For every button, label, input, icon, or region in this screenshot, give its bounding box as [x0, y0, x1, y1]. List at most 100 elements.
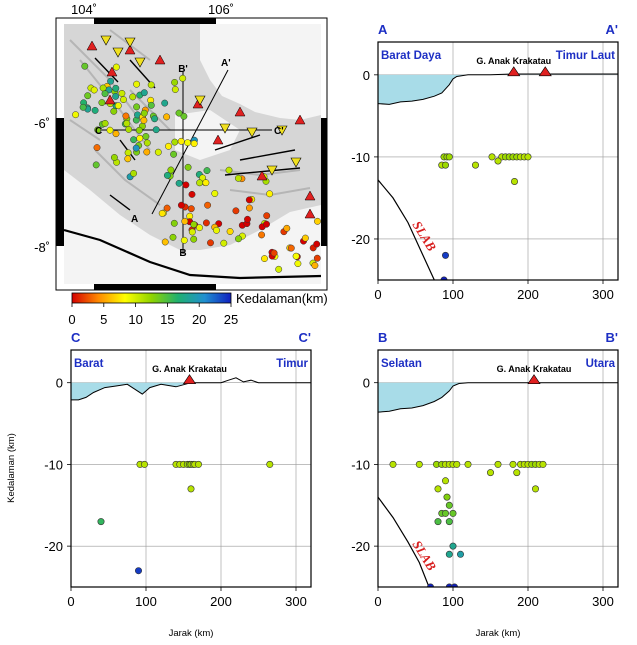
map-earthquake-dot	[140, 109, 148, 117]
map-earthquake-dot	[182, 181, 190, 189]
map-volcano-icon	[234, 106, 246, 117]
hypocenter-point	[441, 477, 449, 485]
map-earthquake-dot	[136, 134, 144, 142]
map-earthquake-dot	[190, 221, 198, 228]
map-earthquake-dot	[161, 99, 169, 107]
map-earthquake-dot	[130, 136, 138, 144]
map-earthquake-dot	[301, 234, 309, 242]
map-station-icon	[266, 165, 278, 176]
map-earthquake-dot	[143, 148, 151, 156]
map-earthquake-dot	[184, 163, 192, 171]
map-earthquake-dot	[140, 116, 148, 124]
map-earthquake-dot	[196, 179, 204, 187]
x-tick-label: 0	[374, 287, 381, 302]
map-earthquake-dot	[244, 215, 251, 223]
section-start-label: A	[378, 22, 388, 37]
map-earthquake-dot	[175, 179, 183, 187]
map-volcano-icon	[124, 44, 136, 55]
map-earthquake-dot	[177, 201, 185, 209]
map-earthquake-dot	[101, 119, 109, 127]
hypocenter-point	[434, 518, 442, 526]
map-earthquake-dot	[110, 154, 118, 161]
map-earthquake-dot	[266, 190, 274, 198]
map-volcanoes	[86, 35, 316, 219]
map-earthquake-dot	[147, 81, 155, 89]
x-tick-label: 200	[517, 594, 539, 609]
map-earthquake-dot	[135, 126, 143, 134]
map-earthquake-dot	[106, 126, 114, 134]
map-station-icon	[246, 127, 258, 138]
map-station-icon	[134, 57, 146, 68]
x-tick-label: 0	[374, 594, 381, 609]
hypocenter-point	[434, 485, 442, 493]
map-earthquake-dot	[181, 217, 189, 225]
map-earthquake-dot	[171, 86, 179, 93]
map-earthquake-dot	[213, 226, 220, 234]
volcano-icon	[538, 66, 552, 77]
map-earthquake-dot	[118, 89, 126, 97]
map-earthquake-dot	[154, 148, 162, 156]
map-earthquake-dot	[167, 166, 175, 174]
map-earthquake-dot	[261, 255, 268, 263]
colorbar-tick-label: 20	[192, 312, 206, 327]
hypocenter-point	[445, 518, 453, 526]
hypocenter-point	[187, 485, 195, 493]
map-earthquake-dot	[165, 142, 172, 150]
hypocenter-point	[441, 251, 449, 259]
map-earthquake-dot	[245, 196, 253, 204]
topography-line	[378, 382, 618, 413]
map-volcano-icon	[212, 134, 224, 145]
slab-line	[378, 179, 435, 280]
y-tick-label: 0	[363, 68, 370, 83]
hypocenter-point	[445, 550, 453, 558]
map-volcano-icon	[256, 170, 268, 181]
y-axis-title: Kedalaman (km)	[6, 433, 17, 503]
map-volcano-icon	[294, 114, 306, 125]
hypocenter-point	[494, 157, 502, 165]
map-sea-north	[200, 24, 321, 120]
map-earthquake-dot	[235, 235, 242, 243]
direction-right-label: Timur Laut	[556, 50, 615, 62]
map-station-icon	[112, 47, 124, 58]
map-earthquake-dot	[177, 137, 185, 145]
hypocenter-point	[195, 460, 203, 468]
map-earthquake-dot	[226, 228, 234, 235]
map-earthquake-dot	[313, 240, 321, 248]
y-tick-label: -20	[351, 232, 370, 247]
map-earthquake-dot	[232, 207, 240, 215]
map-earthquake-dot	[258, 231, 266, 239]
map-earthquake-dot	[114, 102, 122, 110]
map-volcano-icon	[154, 54, 166, 65]
map-earthquake-dot	[196, 224, 203, 232]
y-tick-label: 0	[363, 376, 370, 391]
map-earthquake-dot	[188, 228, 196, 236]
hypocenter-point	[531, 485, 539, 493]
direction-left-label: Barat Daya	[381, 50, 442, 62]
direction-right-label: Utara	[586, 358, 616, 370]
colorbar-tick-label: 0	[68, 312, 75, 327]
hypocenter-point	[513, 469, 521, 477]
hypocenter-point	[389, 460, 397, 468]
hypocenter-point	[135, 567, 143, 575]
map-station-icon	[290, 157, 302, 168]
hypocenter-point	[443, 493, 451, 501]
x-tick-label: 300	[592, 594, 614, 609]
hypocenter-point	[445, 153, 453, 161]
map-earthquake-dot	[202, 179, 210, 187]
map-earthquake-dot	[311, 262, 319, 269]
x-axis-title-c: Jarak (km)	[169, 628, 214, 639]
x-tick-label: 200	[210, 594, 232, 609]
map-volcano-icon	[104, 94, 116, 105]
map-earthquake-dot	[187, 205, 195, 213]
map-earthquake-dot	[234, 174, 242, 182]
map-earthquake-dot	[125, 125, 133, 133]
direction-left-label: Barat	[74, 358, 104, 370]
y-tick-label: 0	[56, 376, 63, 391]
map-earthquake-dot	[170, 219, 178, 227]
map-earthquake-dot	[170, 150, 178, 158]
hypocenter-point	[471, 161, 479, 169]
map-earthquake-dot	[72, 111, 80, 119]
hypocenter-point	[486, 469, 494, 477]
map-label-a: A	[131, 214, 138, 225]
section-frame	[70, 349, 312, 588]
